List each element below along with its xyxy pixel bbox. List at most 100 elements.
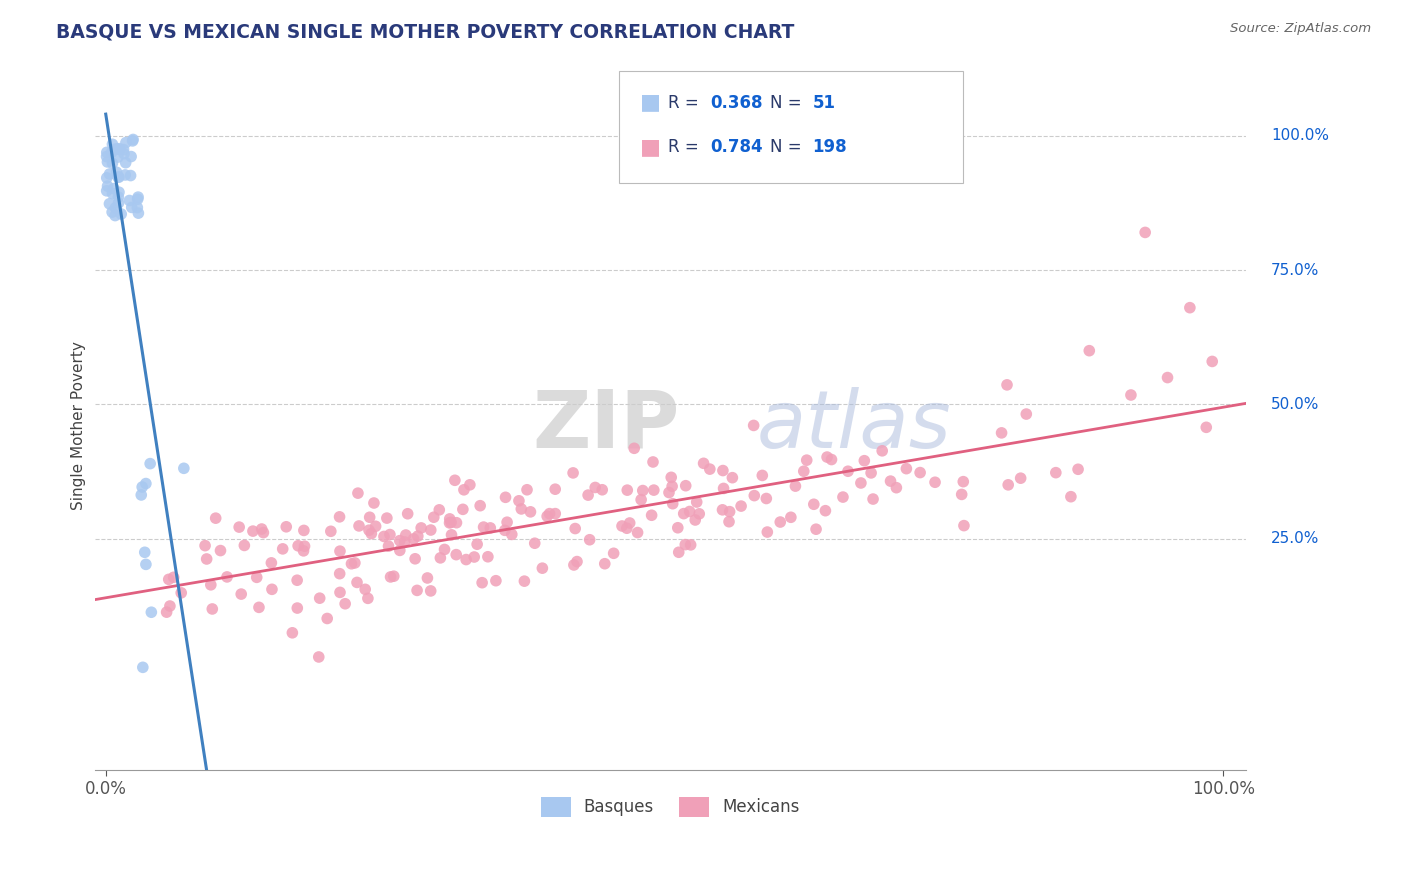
Point [675, 479, 697, 493]
Point [103, 181, 125, 195]
Point [292, 524, 315, 538]
Point [107, 196, 129, 211]
Point [209, 543, 232, 558]
Point [308, 650, 330, 665]
Point [742, 489, 765, 503]
Point [242, 524, 264, 538]
Point [419, 523, 441, 537]
Point [451, 502, 474, 516]
Point [394, 535, 416, 549]
Point [112, 143, 135, 157]
Point [769, 515, 792, 529]
Point [1119, 388, 1142, 402]
Point [463, 549, 485, 564]
Point [108, 170, 131, 185]
Point [101, 137, 124, 152]
Point [141, 605, 163, 619]
Point [495, 491, 517, 505]
Point [619, 516, 641, 530]
Point [440, 528, 463, 542]
Point [121, 201, 143, 215]
Point [1010, 471, 1032, 485]
Point [104, 201, 127, 215]
Point [814, 504, 837, 518]
Point [523, 536, 546, 550]
Point [718, 505, 741, 519]
Point [623, 442, 645, 456]
Point [1195, 420, 1218, 434]
Point [233, 538, 256, 552]
Point [472, 520, 495, 534]
Point [396, 507, 419, 521]
Point [359, 510, 381, 524]
Point [779, 510, 801, 524]
Text: atlas: atlas [756, 387, 952, 465]
Point [260, 556, 283, 570]
Point [156, 605, 179, 619]
Text: 100.0%: 100.0% [1271, 128, 1329, 143]
Point [1078, 343, 1101, 358]
Text: R =: R = [668, 94, 704, 112]
Point [853, 453, 876, 467]
Text: Source: ZipAtlas.com: Source: ZipAtlas.com [1230, 22, 1371, 36]
Point [953, 518, 976, 533]
Point [531, 561, 554, 575]
Point [127, 206, 149, 220]
Point [347, 486, 370, 500]
Point [661, 479, 683, 493]
Point [329, 509, 352, 524]
Point [120, 150, 142, 164]
Point [583, 480, 606, 494]
Point [544, 482, 567, 496]
Point [616, 521, 638, 535]
Point [115, 136, 138, 150]
Point [122, 132, 145, 146]
Point [995, 377, 1018, 392]
Point [135, 558, 157, 572]
Point [470, 499, 492, 513]
Point [163, 570, 186, 584]
Point [287, 539, 309, 553]
Point [104, 142, 127, 156]
Point [294, 539, 316, 553]
Point [104, 209, 127, 223]
Point [616, 483, 638, 497]
Point [423, 510, 446, 524]
Point [252, 525, 274, 540]
Point [990, 425, 1012, 440]
Point [793, 464, 815, 478]
Point [485, 574, 508, 588]
Point [107, 190, 129, 204]
Text: 0.784: 0.784 [710, 138, 762, 156]
Text: N =: N = [770, 138, 807, 156]
Point [471, 575, 494, 590]
Point [538, 507, 561, 521]
Point [479, 521, 502, 535]
Point [713, 482, 735, 496]
Text: ■: ■ [640, 93, 661, 112]
Point [427, 503, 450, 517]
Text: N =: N = [770, 94, 807, 112]
Point [231, 587, 253, 601]
Point [395, 528, 418, 542]
Point [114, 168, 136, 182]
Point [721, 471, 744, 485]
Point [132, 660, 155, 674]
Point [593, 557, 616, 571]
Point [804, 522, 827, 536]
Point [375, 511, 398, 525]
Point [626, 525, 648, 540]
Point [496, 515, 519, 529]
Point [673, 538, 696, 552]
Point [285, 573, 308, 587]
Point [228, 520, 250, 534]
Point [578, 533, 600, 547]
Point [730, 499, 752, 513]
Point [200, 578, 222, 592]
Point [360, 526, 382, 541]
Point [107, 150, 129, 164]
Point [96, 150, 118, 164]
Point [924, 475, 946, 490]
Point [711, 503, 734, 517]
Point [316, 611, 339, 625]
